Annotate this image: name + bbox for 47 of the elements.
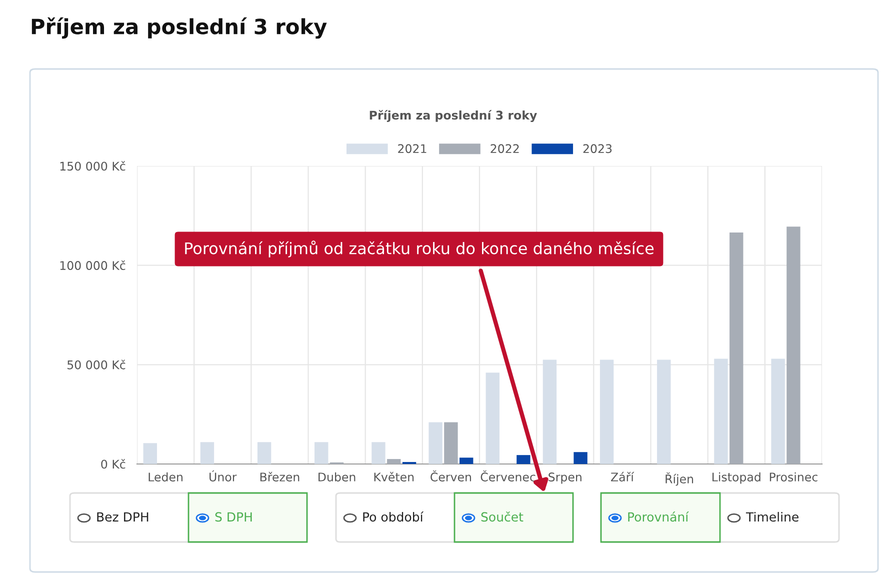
bar — [314, 442, 328, 464]
y-tick-label: 50 000 Kč — [68, 360, 126, 370]
bar — [714, 358, 728, 464]
bar — [516, 455, 530, 464]
x-tick-label: Červen — [430, 470, 471, 482]
x-tick-label: Září — [611, 472, 634, 482]
y-tick-label: 0 Kč — [101, 459, 126, 469]
bar — [387, 459, 401, 464]
bar — [486, 372, 500, 464]
bar — [200, 442, 214, 464]
bar — [730, 232, 744, 464]
y-tick-label: 150 000 Kč — [60, 161, 126, 171]
x-tick-label: Leden — [148, 472, 182, 482]
legend-label: 2021 — [398, 144, 426, 154]
x-tick-label: Květen — [374, 472, 414, 482]
chart-subtitle: Příjem za poslední 3 roky — [370, 110, 537, 122]
x-tick-label: Srpen — [548, 472, 582, 484]
text: S DPH — [215, 512, 252, 522]
bar — [143, 443, 157, 464]
bar — [428, 422, 442, 464]
bar — [600, 360, 614, 464]
x-tick-label: Červenec — [480, 470, 536, 482]
bar — [460, 458, 474, 464]
text: Porovnání — [628, 511, 689, 522]
x-tick-label: Duben — [318, 472, 356, 482]
x-tick-label: Říjen — [666, 472, 694, 486]
y-tick-label: 100 000 Kč — [60, 260, 126, 270]
text: Po období — [363, 511, 424, 522]
legend-label: 2022 — [490, 144, 519, 154]
bar — [574, 452, 588, 464]
bar — [444, 422, 458, 464]
bar — [257, 442, 272, 464]
text: Bez DPH — [97, 512, 148, 522]
bar — [657, 360, 671, 464]
bar — [771, 358, 785, 464]
bar — [786, 226, 800, 464]
chart-title: Příjem za poslední 3 roky — [32, 17, 327, 39]
text: Součet — [481, 511, 524, 522]
x-tick-label: Březen — [260, 472, 300, 482]
bar — [542, 360, 557, 464]
bar — [372, 442, 386, 464]
x-tick-label: Listopad — [712, 472, 760, 484]
text: Timeline — [746, 512, 798, 522]
legend-label: 2023 — [583, 144, 612, 154]
annotation: Porovnání příjmů od začátku roku do konce daného měsíce — [185, 240, 654, 258]
x-tick-label: Únor — [210, 470, 237, 482]
x-tick-label: Prosinec — [770, 472, 818, 482]
